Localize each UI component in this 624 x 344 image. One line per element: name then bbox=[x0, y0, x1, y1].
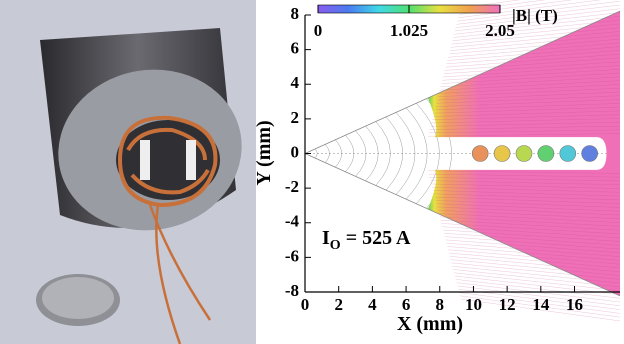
contour-line bbox=[366, 126, 379, 181]
x-tick-label: 2 bbox=[334, 295, 343, 314]
y-tick-label: -8 bbox=[285, 281, 299, 300]
annotation-symbol: I bbox=[322, 227, 330, 249]
marker bbox=[560, 146, 576, 162]
marker bbox=[472, 146, 488, 162]
contour-line bbox=[315, 149, 317, 158]
marker bbox=[538, 146, 554, 162]
annotation-subscript: O bbox=[330, 238, 341, 253]
marker bbox=[516, 146, 532, 162]
y-tick-label: 0 bbox=[291, 142, 300, 161]
annotation: IO = 525 A bbox=[322, 227, 411, 253]
marker bbox=[582, 146, 598, 162]
x-tick-label: 12 bbox=[499, 295, 516, 314]
y-tick-label: 4 bbox=[291, 73, 300, 92]
x-tick-label: 0 bbox=[301, 295, 310, 314]
y-tick-label: -2 bbox=[285, 177, 299, 196]
colorbar-title: |B| (T) bbox=[512, 6, 558, 25]
x-tick-label: 6 bbox=[402, 295, 411, 314]
x-tick-label: 8 bbox=[436, 295, 445, 314]
y-tick-label: 8 bbox=[291, 4, 300, 23]
annotation-text: = 525 A bbox=[346, 227, 411, 249]
colorbar-tick-label: 2.05 bbox=[485, 21, 515, 40]
colorbar-tick-label: 0 bbox=[314, 21, 323, 40]
x-axis-label: X (mm) bbox=[397, 313, 463, 335]
colorbar-tick-label: 1.025 bbox=[390, 21, 428, 40]
y-tick-label: 2 bbox=[291, 108, 300, 127]
y-axis-label: Y (mm) bbox=[253, 120, 275, 185]
y-tick-label: -6 bbox=[285, 246, 299, 265]
photo bbox=[0, 0, 256, 344]
marker bbox=[494, 146, 510, 162]
x-tick-label: 10 bbox=[465, 295, 482, 314]
y-tick-label: -4 bbox=[285, 212, 300, 231]
x-tick-label: 16 bbox=[566, 295, 583, 314]
x-tick-label: 14 bbox=[532, 295, 550, 314]
y-tick-label: 6 bbox=[291, 39, 300, 58]
x-tick-label: 4 bbox=[368, 295, 377, 314]
figure: -8-6-4-202468024681012141601.0252.05 X (… bbox=[0, 0, 624, 344]
